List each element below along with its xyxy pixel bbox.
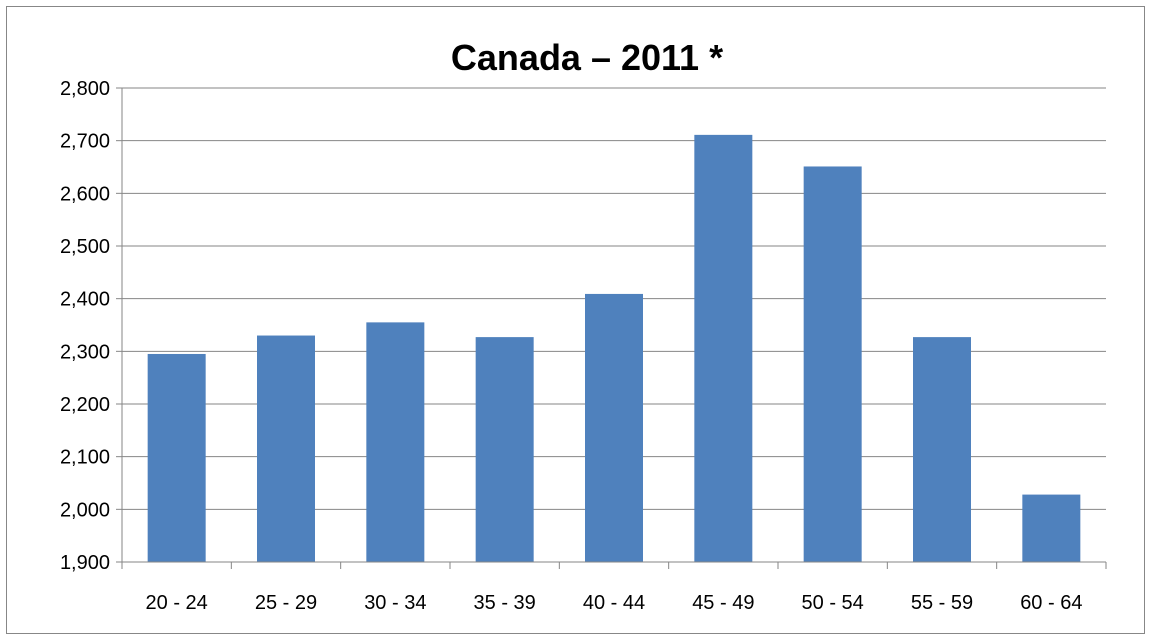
y-tick-label: 1,900 — [60, 552, 110, 574]
y-tick-label: 2,200 — [60, 394, 110, 416]
bar — [257, 335, 315, 562]
axes — [116, 87, 1107, 569]
bar — [147, 353, 206, 562]
y-tick-label: 2,700 — [60, 131, 110, 153]
bar — [1022, 494, 1081, 562]
chart-title: Canada – 2011 * — [451, 37, 723, 78]
y-tick-label: 2,300 — [60, 341, 110, 363]
x-tick-label: 20 - 24 — [146, 592, 208, 614]
y-tick-label: 2,800 — [60, 78, 110, 100]
bars — [147, 134, 1081, 562]
x-tick-label: 45 - 49 — [692, 592, 754, 614]
bar — [803, 166, 862, 562]
y-tick-label: 2,100 — [60, 447, 110, 469]
x-tick-label: 55 - 59 — [911, 592, 973, 614]
bar — [366, 322, 425, 562]
bar — [913, 337, 971, 562]
x-tick-label: 50 - 54 — [802, 592, 864, 614]
y-tick-label: 2,000 — [60, 499, 110, 521]
y-tick-label: 2,500 — [60, 236, 110, 258]
x-tick-label: 35 - 39 — [474, 592, 536, 614]
x-tick-label: 30 - 34 — [364, 592, 426, 614]
y-tick-label: 2,400 — [60, 289, 110, 311]
bar — [475, 337, 534, 562]
bar — [694, 134, 753, 562]
tick-labels: 1,900 2,000 2,100 2,200 2,300 2,400 2,500 2,600… — [60, 78, 1083, 614]
x-tick-label: 40 - 44 — [583, 592, 645, 614]
bar — [585, 293, 643, 562]
x-tick-label: 25 - 29 — [255, 592, 317, 614]
y-tick-label: 2,600 — [60, 183, 110, 205]
x-tick-label: 60 - 64 — [1020, 592, 1082, 614]
